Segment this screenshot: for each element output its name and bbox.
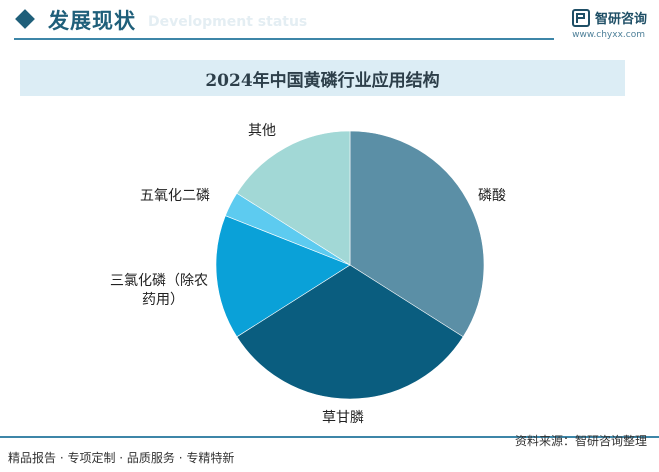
slice-label: 其他	[248, 123, 276, 139]
slice-label: 草甘膦	[322, 410, 364, 426]
brand-logo-icon	[571, 8, 590, 27]
pie-slice	[215, 215, 351, 338]
footer-source: 资料来源：智研咨询整理	[514, 434, 647, 448]
page-header: Development status 发展现状 智研咨询 www.chyxx.c…	[0, 0, 659, 40]
header-subtitle: Development status	[148, 14, 308, 30]
pie-slice	[236, 264, 464, 400]
header-title: 发展现状	[48, 9, 136, 33]
footer-tagline: 精品报告 · 专项定制 · 品质服务 · 专精特新	[8, 451, 235, 465]
pie-slice	[236, 130, 351, 266]
slice-label: 五氧化二磷	[140, 188, 210, 204]
chart-title-band: 2024年中国黄磷行业应用结构	[20, 60, 625, 96]
header-divider	[14, 38, 554, 40]
pie-slice	[349, 130, 485, 338]
slice-label: 磷酸	[478, 188, 506, 204]
brand-url[interactable]: www.chyxx.com	[572, 30, 645, 40]
brand-name: 智研咨询	[594, 12, 647, 27]
chart-title: 2024年中国黄磷行业应用结构	[205, 70, 440, 91]
slice-label: 三氯化磷（除农药用）	[110, 273, 208, 308]
brand: 智研咨询	[571, 8, 647, 27]
footer-divider	[0, 436, 659, 438]
